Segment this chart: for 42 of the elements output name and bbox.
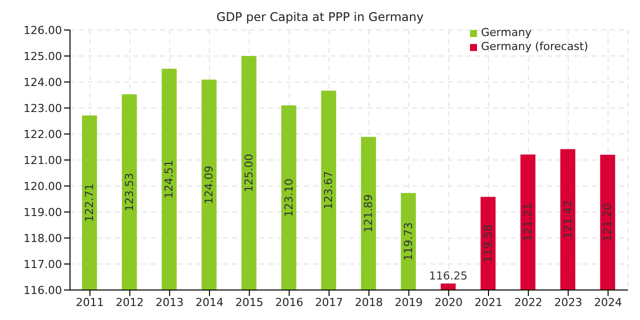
x-tick-label: 2013 [156, 296, 184, 309]
x-tick-label: 2011 [76, 296, 104, 309]
x-tick-label: 2016 [275, 296, 304, 309]
data-label: 124.51 [162, 160, 176, 199]
y-tick-label: 117.00 [24, 258, 62, 271]
y-tick-label: 121.00 [24, 154, 62, 167]
y-tick-label: 123.00 [24, 102, 62, 115]
x-tick-label: 2021 [474, 296, 502, 309]
x-tick-label: 2020 [434, 296, 463, 309]
y-tick-label: 125.00 [24, 50, 62, 63]
x-tick-label: 2015 [235, 296, 264, 309]
data-label: 124.09 [202, 166, 216, 204]
chart-title: GDP per Capita at PPP in Germany [215, 10, 425, 24]
data-label: 121.20 [601, 203, 614, 242]
data-label: 125.00 [242, 154, 256, 192]
data-label: 121.21 [521, 203, 534, 242]
data-label: 122.71 [83, 184, 96, 222]
x-tick-label: 2017 [315, 296, 344, 309]
data-label: 116.25 [428, 270, 468, 282]
y-tick-label: 118.00 [24, 232, 62, 245]
x-tick-label: 2012 [116, 296, 144, 309]
data-label: 121.42 [561, 200, 574, 239]
data-label: 123.67 [322, 171, 336, 210]
data-label: 123.10 [282, 178, 296, 217]
legend-label: Germany (forecast) [481, 40, 588, 54]
y-tick-label: 124.00 [24, 76, 62, 89]
x-tick-label: 2023 [554, 296, 582, 309]
data-label: 119.58 [482, 224, 495, 263]
y-tick-label: 116.00 [24, 284, 62, 297]
y-tick-label: 119.00 [24, 206, 62, 219]
data-label: 119.73 [402, 222, 415, 261]
x-tick-label: 2019 [394, 296, 423, 309]
x-tick-label: 2022 [514, 296, 542, 309]
y-tick-label: 126.00 [24, 24, 62, 37]
x-tick-label: 2018 [354, 296, 383, 309]
legend-label: Germany [481, 26, 532, 40]
y-tick-label: 122.00 [24, 128, 62, 141]
x-tick-label: 2024 [594, 296, 622, 309]
y-tick-label: 120.00 [24, 180, 62, 193]
data-label: 121.89 [362, 194, 375, 233]
x-tick-label: 2014 [196, 296, 224, 309]
data-label: 123.53 [122, 172, 136, 212]
